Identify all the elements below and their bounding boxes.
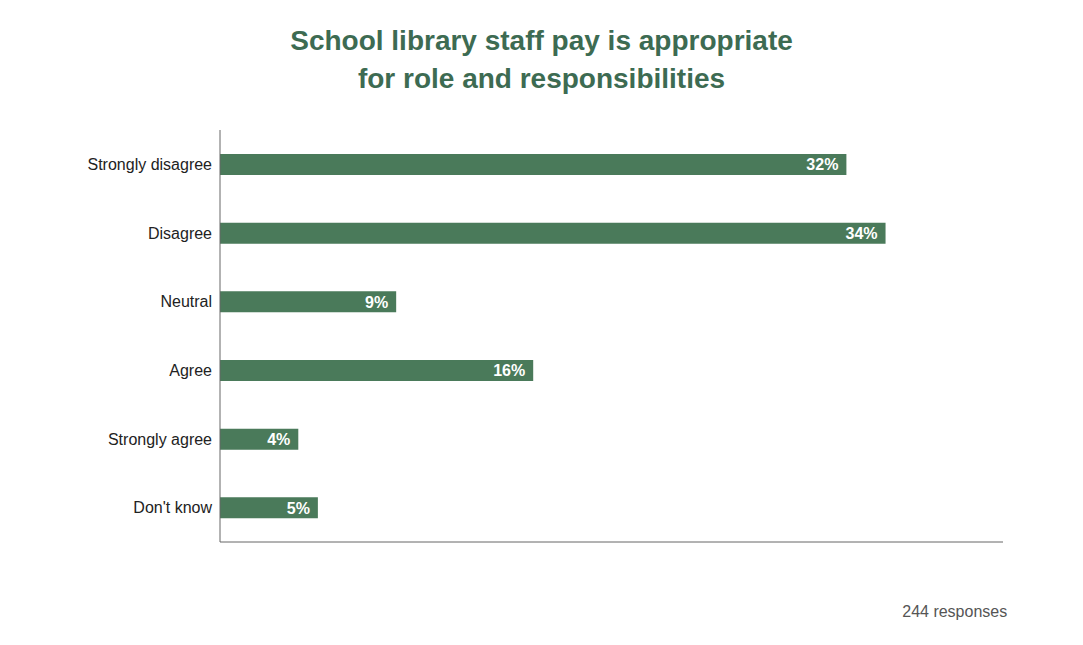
svg-text:34%: 34% [846, 225, 878, 242]
svg-text:Don't know: Don't know [133, 499, 212, 516]
svg-text:32%: 32% [806, 156, 838, 173]
html-text:244 responses: 244 responses [902, 603, 1008, 620]
svg-text:Disagree: Disagree [148, 225, 212, 242]
svg-text:4%: 4% [267, 431, 290, 448]
svg-text:Strongly agree: Strongly agree [108, 431, 212, 448]
svg-text:Neutral: Neutral [160, 293, 212, 310]
svg-text:Agree: Agree [169, 362, 212, 379]
html-text:School library staff pay is ap: School library staff pay is appropriate [290, 25, 793, 56]
svg-text:Strongly disagree: Strongly disagree [87, 156, 212, 173]
svg-text:5%: 5% [287, 500, 310, 517]
svg-text:9%: 9% [365, 294, 388, 311]
svg-text:16%: 16% [493, 362, 525, 379]
html-text:for role and responsibilities: for role and responsibilities [357, 63, 726, 94]
